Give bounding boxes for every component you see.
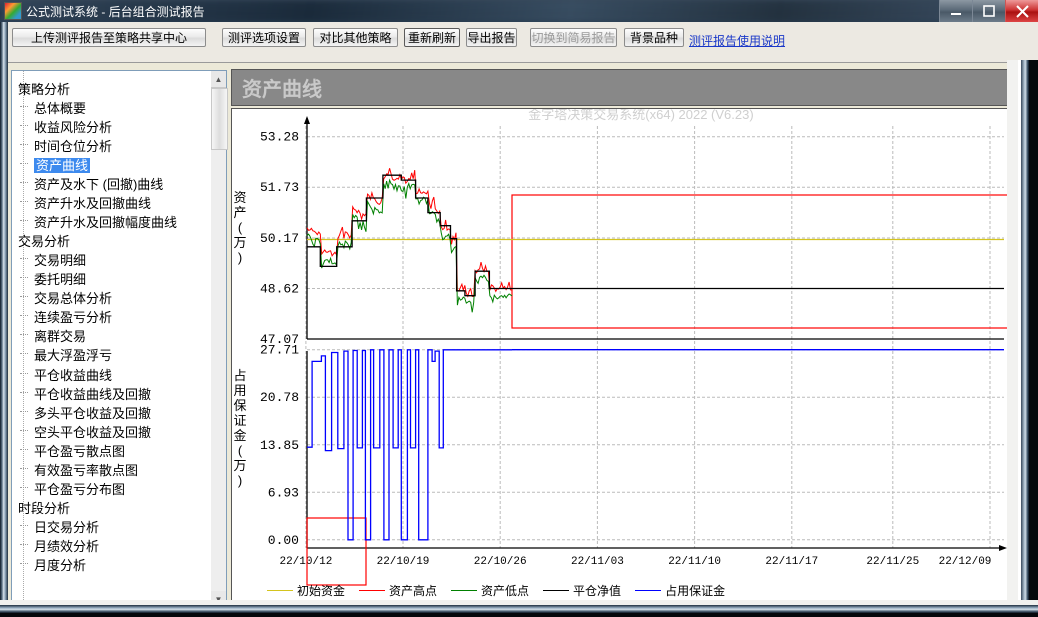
svg-text:22/11/25: 22/11/25	[866, 556, 919, 568]
svg-text:27.71: 27.71	[260, 343, 299, 358]
svg-text:51.73: 51.73	[260, 180, 299, 195]
svg-text:金字塔决策交易系统(x64) 2022 (V6.23): 金字塔决策交易系统(x64) 2022 (V6.23)	[528, 109, 753, 122]
svg-text:22/10/19: 22/10/19	[377, 556, 430, 568]
svg-text:6.93: 6.93	[268, 485, 299, 500]
svg-text:48.62: 48.62	[260, 282, 299, 297]
svg-text:20.78: 20.78	[260, 390, 299, 405]
svg-text:0.00: 0.00	[268, 533, 299, 548]
svg-text:50.17: 50.17	[260, 231, 299, 246]
svg-text:22/10/12: 22/10/12	[279, 556, 332, 568]
svg-text:13.85: 13.85	[260, 438, 299, 453]
svg-text:53.28: 53.28	[260, 130, 299, 145]
svg-text:22/11/03: 22/11/03	[571, 556, 624, 568]
svg-text:22/11/17: 22/11/17	[765, 556, 818, 568]
svg-text:22/11/10: 22/11/10	[668, 556, 721, 568]
svg-text:22/10/26: 22/10/26	[474, 556, 527, 568]
svg-text:22/12/09: 22/12/09	[939, 556, 992, 568]
